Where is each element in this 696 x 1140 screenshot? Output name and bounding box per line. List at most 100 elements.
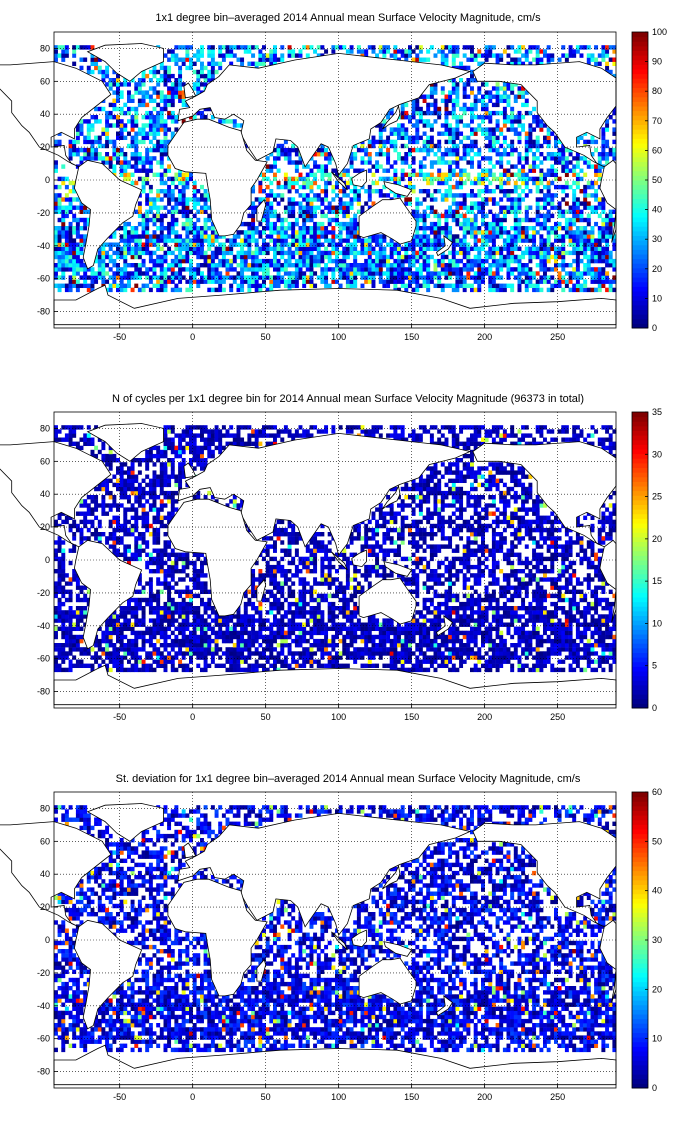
coastline-africa [167,498,268,617]
colorbar-tick-label: 35 [652,407,662,417]
colorbar-tick-label: 30 [652,935,662,945]
x-tick-label: 0 [190,1092,195,1102]
coastline-uk [183,462,197,479]
coastline-greenland [86,43,164,82]
y-tick-label: 20 [40,142,50,152]
colorbar-tick-label: 30 [652,449,662,459]
colorbar-tick-label: 10 [652,618,662,628]
y-tick-label: -80 [37,307,50,317]
colorbar-tick-label: 30 [652,234,662,244]
x-tick-label: 200 [477,1092,492,1102]
x-tick-label: 50 [261,332,271,342]
coastline-japan [382,104,401,130]
coastline-uk [183,842,197,859]
coastline-australia [358,957,417,1005]
y-tick-label: 60 [40,836,50,846]
y-tick-label: 40 [40,489,50,499]
coastline-greenland [86,423,164,462]
colorbar-tick-label: 25 [652,492,662,502]
y-tick-label: -80 [37,687,50,697]
y-tick-label: -60 [37,1034,50,1044]
colorbar-tick-label: 20 [652,264,662,274]
y-tick-label: -20 [37,208,50,218]
coastline-australia [358,197,417,245]
y-tick-label: -20 [37,588,50,598]
map-svg: -50 0 50 100 150 200 250806040200-20-40-60-803… [0,407,662,722]
coastline-greenland [86,803,164,842]
colorbar: 35 30 25 20 15 10 5 0 [631,407,662,713]
coastline-new-guinea [383,561,413,577]
y-tick-label: 0 [45,935,50,945]
y-tick-label: -40 [37,241,50,251]
y-tick-label: 80 [40,423,50,433]
colorbar-tick-label: 40 [652,205,662,215]
coastline-madagascar [256,958,267,982]
x-tick-label: 100 [331,1092,346,1102]
coastlines [0,423,617,706]
ocean-data-layer [54,45,617,293]
y-tick-label: -80 [37,1067,50,1077]
x-tick-label: 250 [550,1092,565,1102]
coastline-south-america-east [599,919,617,1003]
colorbar-tick-label: 10 [652,293,662,303]
colorbar: 60 50 40 30 20 10 0 [631,787,662,1093]
x-tick-label: 50 [261,712,271,722]
coastline-africa [167,878,268,997]
panel-title: St. deviation for 1x1 degree bin–average… [115,773,581,785]
coastline-north-america-east [472,61,617,168]
gridlines [54,32,616,328]
colorbar-tick-label: 50 [652,836,662,846]
x-tick-label: -50 [113,712,126,722]
x-tick-label: 100 [331,332,346,342]
x-tick-label: 250 [550,332,565,342]
coastline-borneo [351,929,367,948]
x-tick-label: 100 [331,712,346,722]
coastline-japan [382,864,401,890]
coastline-borneo [351,169,367,188]
y-tick-label: 40 [40,869,50,879]
y-tick-label: -20 [37,968,50,978]
y-tick-label: 60 [40,76,50,86]
x-tick-label: 250 [550,712,565,722]
colorbar-tick-label: 0 [652,703,657,713]
coastline-south-america [73,539,143,650]
coastline-new-guinea [383,181,413,197]
colorbar-tick-label: 50 [652,175,662,185]
x-tick-label: 0 [190,332,195,342]
panel-title: N of cycles per 1x1 degree bin for 2014 … [111,393,585,405]
coastline-japan [382,484,401,510]
colorbar-tick-label: 20 [652,534,662,544]
gridlines [54,792,616,1088]
coastline-borneo [351,549,367,568]
colorbar-tick-label: 40 [652,886,662,896]
ocean-data-layer [54,805,617,1053]
coastline-antarctica [53,1044,617,1086]
colorbar-tick-label: 0 [652,1083,657,1093]
panel-cycle-count: N of cycles per 1x1 degree bin for 2014 … [0,380,696,760]
x-tick-label: 0 [190,712,195,722]
colorbar-tick-label: 20 [652,984,662,994]
coastline-south-america [73,159,143,270]
colorbar-tick-label: 60 [652,145,662,155]
y-tick-label: 20 [40,522,50,532]
coastline-north-america-east [472,821,617,928]
panel-mean-velocity: 1x1 degree bin–averaged 2014 Annual mean… [0,0,696,380]
x-tick-label: -50 [113,332,126,342]
x-tick-label: 150 [404,712,419,722]
panel-std-deviation: St. deviation for 1x1 degree bin–average… [0,760,696,1140]
x-tick-label: 150 [404,332,419,342]
y-tick-label: 0 [45,175,50,185]
coastline-australia [358,577,417,625]
gridlines [54,412,616,708]
coastline-madagascar [256,578,267,602]
coastline-new-zealand [436,994,454,1017]
coastline-africa [167,118,268,237]
coastline-sumatra [331,171,348,191]
coastline-south-america-east [599,539,617,623]
colorbar-tick-label: 5 [652,661,657,671]
coastline-new-zealand [436,234,454,257]
coastline-madagascar [256,198,267,222]
colorbar-tick-label: 80 [652,86,662,96]
coastline-uk [183,82,197,99]
